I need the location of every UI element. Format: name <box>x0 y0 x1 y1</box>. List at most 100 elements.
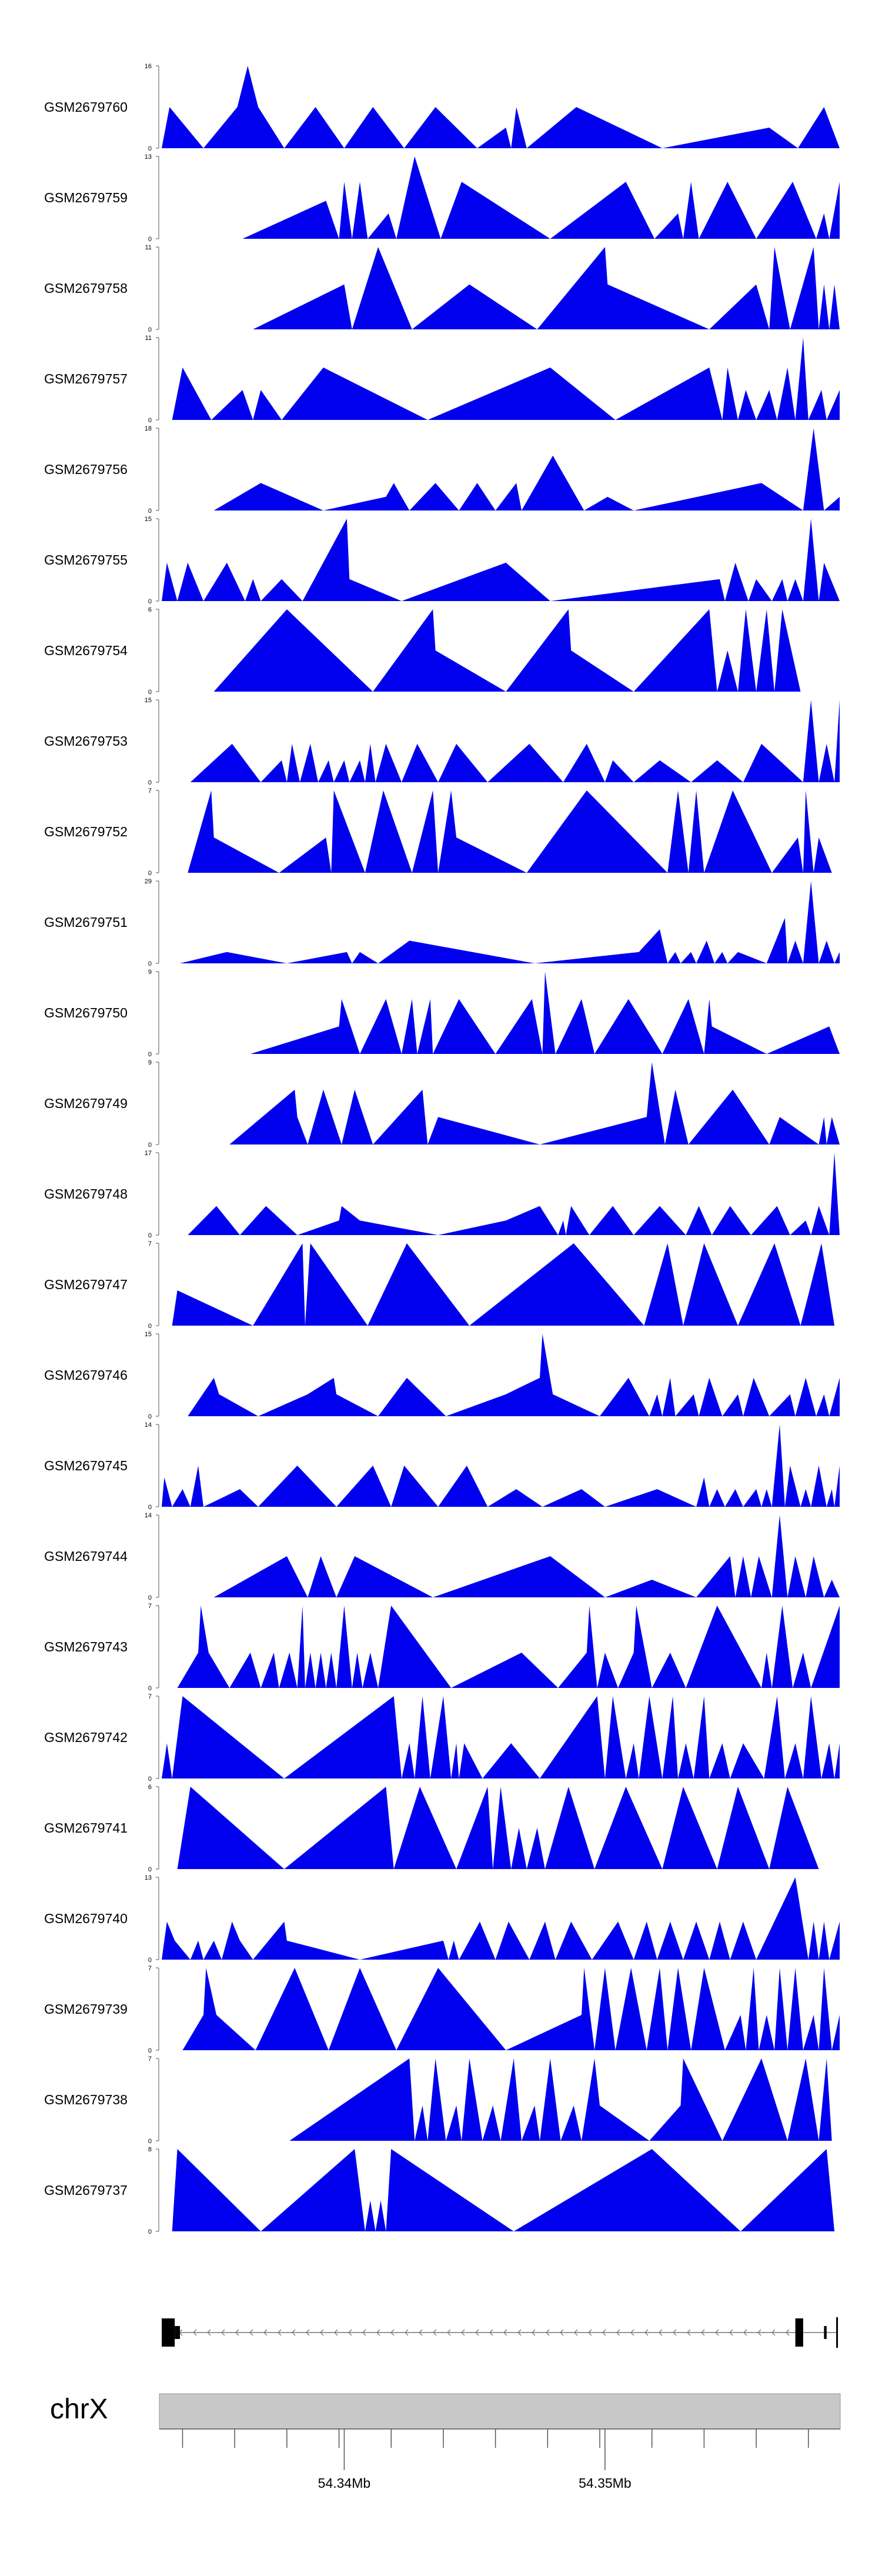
genome-axis-label: 54.34Mb <box>318 2475 371 2491</box>
strand-arrow-icon <box>221 2329 225 2336</box>
track-GSM2679753: GSM2679753 15 0 <box>44 697 840 786</box>
coverage-area <box>172 2149 835 2231</box>
y-axis-min-label: 0 <box>148 779 152 786</box>
track-label: GSM2679753 <box>44 733 128 749</box>
track-GSM2679745: GSM2679745 14 0 <box>44 1422 840 1511</box>
y-axis-min-label: 0 <box>148 1504 152 1511</box>
track-label: GSM2679747 <box>44 1277 128 1292</box>
track-label: GSM2679748 <box>44 1186 128 1202</box>
y-axis-min-label: 0 <box>148 1232 152 1239</box>
coverage-area <box>242 156 840 239</box>
y-axis-max-label: 8 <box>148 2146 152 2153</box>
track-GSM2679758: GSM2679758 11 0 <box>44 244 840 333</box>
y-axis-max-label: 7 <box>148 1240 152 1247</box>
track-GSM2679756: GSM2679756 18 0 <box>44 425 840 515</box>
coverage-area <box>213 1515 840 1597</box>
y-axis-min-label: 0 <box>148 1051 152 1058</box>
y-axis-max-label: 13 <box>145 1874 152 1881</box>
strand-arrow-icon <box>630 2329 634 2336</box>
track-GSM2679760: GSM2679760 16 0 <box>44 63 840 152</box>
y-axis-max-label: 14 <box>145 1512 152 1519</box>
y-axis-max-label: 16 <box>145 63 152 70</box>
coverage-area <box>213 609 801 692</box>
y-axis-max-label: 29 <box>145 878 152 885</box>
track-label: GSM2679742 <box>44 1730 128 1745</box>
track-GSM2679740: GSM2679740 13 0 <box>44 1874 840 1964</box>
track-label: GSM2679751 <box>44 915 128 930</box>
y-axis-max-label: 7 <box>148 1693 152 1700</box>
track-label: GSM2679745 <box>44 1458 128 1473</box>
strand-arrow-icon <box>376 2329 380 2336</box>
y-axis-min-label: 0 <box>148 1685 152 1692</box>
y-axis-min-label: 0 <box>148 1142 152 1149</box>
genome-axis-label: 54.35Mb <box>579 2475 632 2491</box>
y-axis-min-label: 0 <box>148 508 152 515</box>
coverage-area <box>229 1062 840 1144</box>
strand-arrow-icon <box>405 2329 409 2336</box>
track-label: GSM2679750 <box>44 1005 128 1020</box>
y-axis-max-label: 7 <box>148 2056 152 2063</box>
track-GSM2679739: GSM2679739 7 0 <box>44 1965 840 2054</box>
y-axis-max-label: 7 <box>148 788 152 795</box>
strand-arrow-icon <box>390 2329 395 2336</box>
exon <box>162 2318 175 2347</box>
y-axis-max-label: 15 <box>145 516 152 523</box>
y-axis-max-label: 9 <box>148 969 152 976</box>
y-axis-min-label: 0 <box>148 145 152 152</box>
coverage-area <box>177 1787 819 1869</box>
strand-arrow-icon <box>729 2329 733 2336</box>
strand-arrow-icon <box>249 2329 253 2336</box>
strand-arrow-icon <box>461 2329 465 2336</box>
strand-arrow-icon <box>532 2329 536 2336</box>
track-GSM2679737: GSM2679737 8 0 <box>44 2146 835 2235</box>
coverage-area <box>180 881 840 963</box>
track-label: GSM2679740 <box>44 1911 128 1926</box>
strand-arrow-icon <box>715 2329 719 2336</box>
track-GSM2679759: GSM2679759 13 0 <box>44 154 840 243</box>
strand-arrow-icon <box>235 2329 239 2336</box>
strand-arrow-icon <box>659 2329 663 2336</box>
y-axis-max-label: 7 <box>148 1603 152 1610</box>
coverage-area <box>250 972 840 1054</box>
y-axis-min-label: 0 <box>148 417 152 424</box>
coverage-area <box>213 428 840 510</box>
y-axis-max-label: 6 <box>148 606 152 613</box>
track-label: GSM2679739 <box>44 2001 128 2017</box>
track-GSM2679738: GSM2679738 7 0 <box>44 2056 832 2145</box>
strand-arrow-icon <box>278 2329 282 2336</box>
y-axis-min-label: 0 <box>148 2047 152 2054</box>
strand-arrow-icon <box>320 2329 324 2336</box>
y-axis-min-label: 0 <box>148 2138 152 2145</box>
track-GSM2679754: GSM2679754 6 0 <box>44 606 801 696</box>
strand-arrow-icon <box>588 2329 592 2336</box>
track-GSM2679741: GSM2679741 6 0 <box>44 1784 819 1873</box>
strand-arrow-icon <box>433 2329 437 2336</box>
y-axis-max-label: 13 <box>145 154 152 161</box>
strand-arrow-icon <box>207 2329 211 2336</box>
coverage-area <box>162 519 840 601</box>
strand-arrow-icon <box>475 2329 479 2336</box>
strand-arrow-icon <box>263 2329 268 2336</box>
track-GSM2679750: GSM2679750 9 0 <box>44 969 840 1058</box>
strand-arrow-icon <box>574 2329 578 2336</box>
track-GSM2679742: GSM2679742 7 0 <box>44 1693 840 1783</box>
track-GSM2679743: GSM2679743 7 0 <box>44 1603 840 1692</box>
track-GSM2679748: GSM2679748 17 0 <box>44 1150 840 1239</box>
track-label: GSM2679738 <box>44 2092 128 2107</box>
track-label: GSM2679746 <box>44 1367 128 1383</box>
track-label: GSM2679755 <box>44 552 128 568</box>
strand-arrow-icon <box>743 2329 747 2336</box>
y-axis-max-label: 14 <box>145 1422 152 1429</box>
y-axis-min-label: 0 <box>148 689 152 696</box>
strand-arrow-icon <box>292 2329 296 2336</box>
y-axis-min-label: 0 <box>148 598 152 605</box>
y-axis-min-label: 0 <box>148 2228 152 2235</box>
coverage-area <box>162 1696 840 1778</box>
track-label: GSM2679737 <box>44 2183 128 2198</box>
y-axis-min-label: 0 <box>148 1866 152 1873</box>
y-axis-min-label: 0 <box>148 1323 152 1330</box>
strand-arrow-icon <box>517 2329 522 2336</box>
strand-arrow-icon <box>193 2329 197 2336</box>
strand-arrow-icon <box>447 2329 451 2336</box>
chromosome-label: chrX <box>50 2394 108 2425</box>
